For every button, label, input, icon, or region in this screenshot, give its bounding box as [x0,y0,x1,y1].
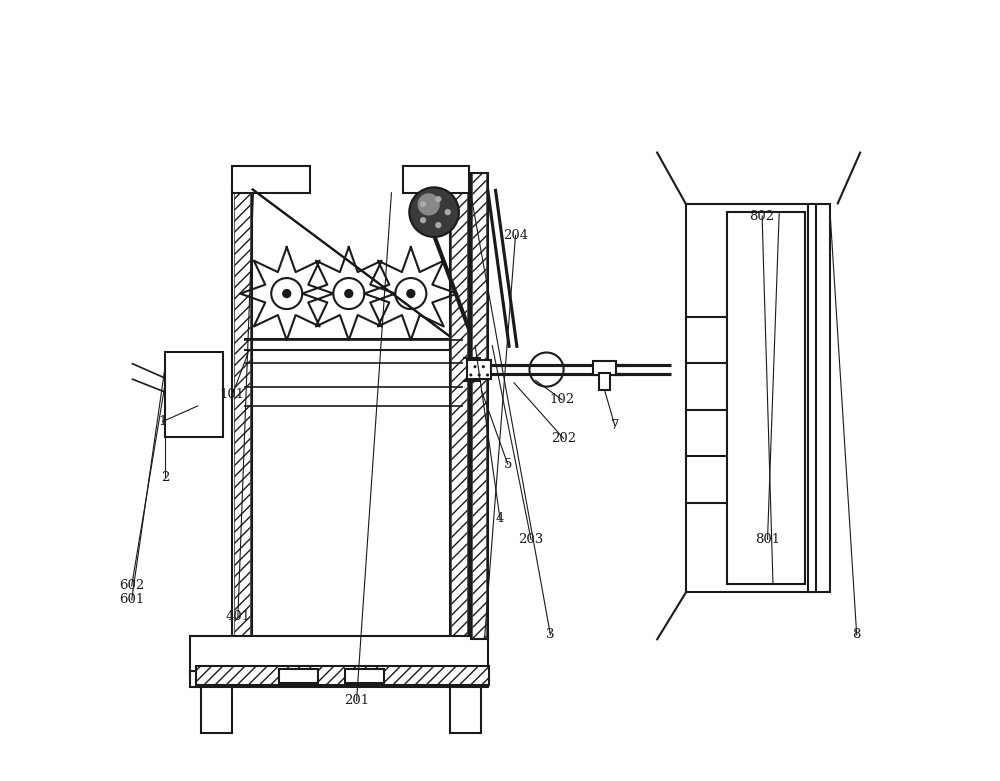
Circle shape [344,289,353,298]
Text: 7: 7 [611,419,619,432]
Text: 1: 1 [158,415,167,428]
Text: 5: 5 [504,458,512,471]
Text: 204: 204 [503,229,528,242]
Bar [345,669,384,683]
Bar [190,637,488,673]
Bar [599,373,610,390]
Circle shape [282,289,291,298]
Text: 601: 601 [119,594,144,606]
Text: 101: 101 [220,388,245,401]
Bar [196,665,489,685]
Bar [201,686,232,733]
Bar [808,205,816,592]
Text: 102: 102 [549,394,575,406]
Bar [593,361,616,375]
Circle shape [420,201,426,207]
Bar [727,212,805,584]
Bar [467,360,491,379]
Circle shape [445,209,451,216]
Bar [450,189,469,639]
Text: 4: 4 [496,512,504,525]
Bar [165,351,223,437]
Text: 202: 202 [551,432,576,445]
Circle shape [420,217,426,223]
Text: 201: 201 [344,694,369,707]
Circle shape [435,196,441,202]
Circle shape [435,222,441,228]
Bar [450,686,481,733]
Text: 401: 401 [225,611,250,623]
Text: 8: 8 [853,628,861,641]
Text: 801: 801 [755,533,780,546]
Bar [234,189,250,639]
Text: 602: 602 [119,580,144,593]
Text: 3: 3 [546,628,555,641]
Bar [232,166,310,193]
Bar [196,665,489,685]
Text: 2: 2 [161,471,169,484]
Bar [467,360,491,379]
Text: 802: 802 [750,209,775,223]
Bar [190,671,488,686]
Text: 203: 203 [518,533,544,546]
Bar [471,173,488,639]
Bar [472,173,486,639]
Circle shape [417,193,440,216]
Circle shape [409,187,459,237]
Circle shape [406,289,415,298]
Bar [232,189,252,639]
Bar [403,166,469,193]
Bar [451,189,467,639]
Bar [686,205,830,592]
Bar [279,669,318,683]
